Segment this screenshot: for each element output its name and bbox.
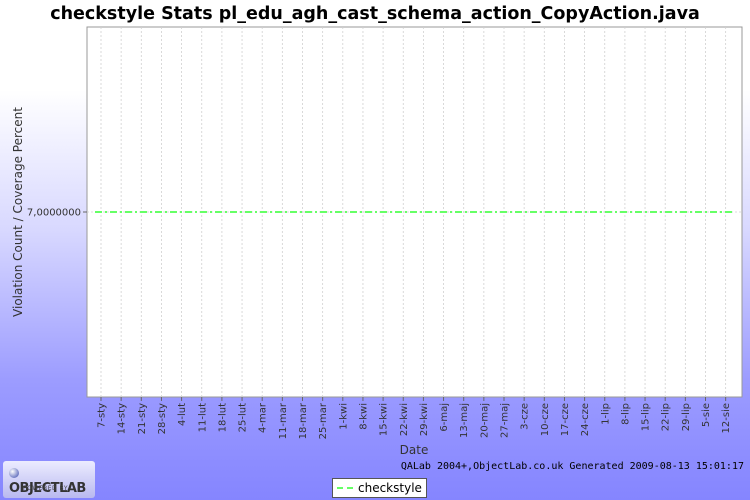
x-tick-label: 28-sty: [157, 403, 168, 434]
x-tick-label: 4-lut: [177, 403, 188, 426]
x-tick-label: 1-kwi: [338, 403, 349, 430]
x-tick-label: 15-kwi: [379, 403, 390, 436]
x-tick-label: 18-lut: [217, 403, 228, 432]
generated-credit: QALab 2004+,ObjectLab.co.uk Generated 20…: [400, 461, 744, 472]
objectlab-logo: OBJECTLAB POWERED BY: [3, 461, 95, 498]
x-tick-label: 13-maj: [459, 403, 470, 438]
x-tick-label: 14-sty: [117, 403, 128, 434]
x-tick-label: 8-lip: [620, 403, 631, 425]
x-tick-label: 21-sty: [137, 403, 148, 434]
x-tick-label: 10-cze: [540, 403, 551, 436]
x-tick-label: 24-cze: [580, 403, 591, 436]
y-axis-label: Violation Count / Coverage Percent: [11, 107, 25, 317]
x-tick-label: 6-maj: [439, 403, 450, 432]
x-tick-label: 25-lut: [238, 403, 249, 432]
logo-tagline: POWERED BY: [23, 485, 69, 492]
x-axis-label: Date: [400, 443, 429, 457]
x-tick-label: 12-sie: [721, 403, 732, 433]
x-tick-label: 15-lip: [641, 403, 652, 431]
x-tick-label: 18-mar: [298, 402, 309, 439]
x-tick-label: 17-cze: [560, 403, 571, 436]
legend-swatch-checkstyle: [337, 487, 353, 489]
x-tick-label: 22-lip: [661, 403, 672, 431]
x-tick-label: 27-maj: [500, 403, 511, 438]
grid-lines: [87, 27, 742, 397]
logo-name: OBJECTLAB: [9, 481, 86, 496]
x-tick-label: 4-mar: [258, 402, 269, 433]
x-tick-label: 20-maj: [479, 403, 490, 438]
x-tick-label: 8-kwi: [358, 403, 369, 430]
x-tick-label: 29-kwi: [419, 403, 430, 436]
x-tick-label: 5-sie: [701, 403, 712, 427]
legend-label-checkstyle: checkstyle: [358, 481, 422, 495]
x-tick-label: 1-lip: [600, 403, 611, 425]
x-tick-label: 3-cze: [520, 403, 531, 430]
chart-title: checkstyle Stats pl_edu_agh_cast_schema_…: [50, 4, 700, 24]
x-tick-label: 22-kwi: [399, 403, 410, 436]
y-tick-label: 7,0000000: [27, 208, 81, 219]
x-tick-label: 7-sty: [97, 403, 108, 428]
x-tick-label: 11-lut: [197, 403, 208, 432]
x-axis: 7-sty 14-sty 21-sty 28-sty 4-lut 11-lut 18-lut…: [97, 397, 732, 439]
legend: checkstyle: [332, 478, 427, 498]
x-tick-label: 11-mar: [278, 402, 289, 439]
y-axis: 7,0000000: [27, 208, 87, 219]
x-tick-label: 29-lip: [681, 403, 692, 431]
logo-globe-icon: [9, 468, 19, 478]
x-tick-label: 25-mar: [318, 402, 329, 439]
